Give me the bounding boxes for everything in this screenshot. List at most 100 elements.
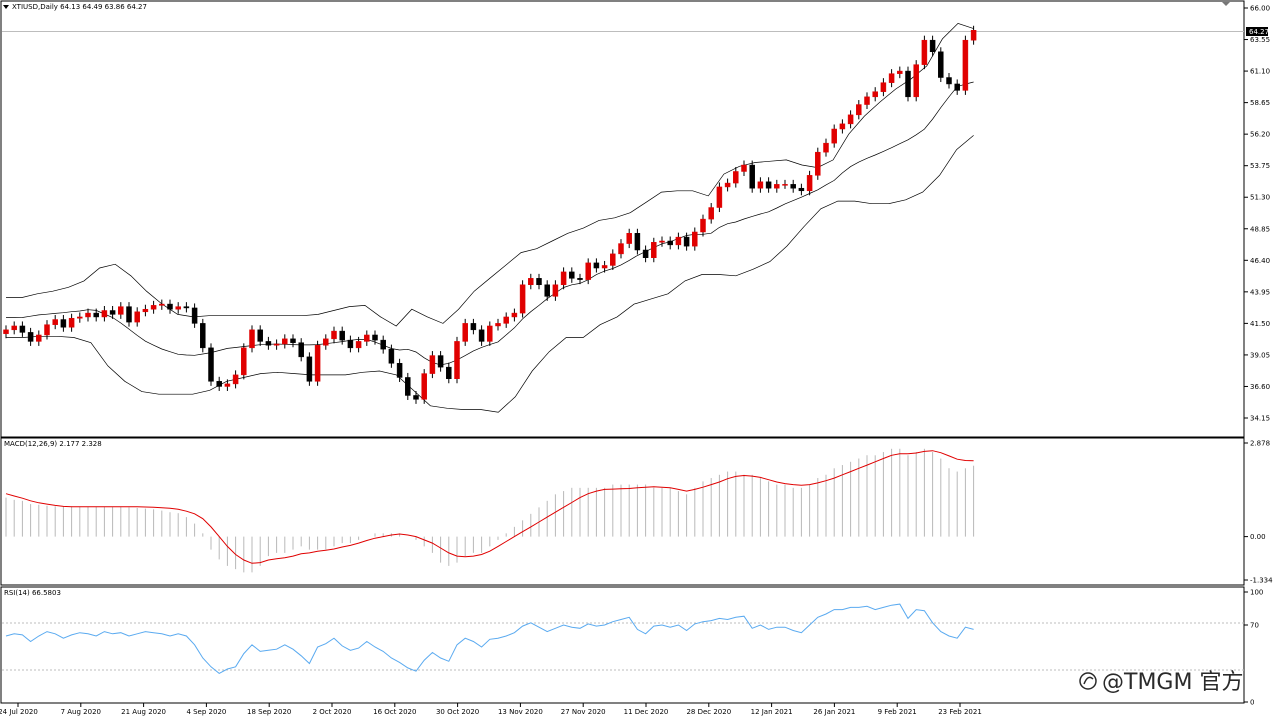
candle-up (700, 218, 706, 233)
candle-up (331, 330, 337, 340)
date-tick-label: 7 Aug 2020 (61, 708, 101, 716)
candle-up (118, 306, 124, 315)
candle-up (651, 242, 657, 258)
macd-tick-label: 0.00 (1250, 533, 1266, 541)
candle-down (413, 395, 419, 400)
candle-up (856, 104, 862, 116)
candle-down (938, 51, 944, 78)
candle-down (446, 366, 452, 379)
candle-up (692, 231, 698, 247)
candle-down (790, 184, 796, 189)
rsi-tick-label: 70 (1250, 622, 1259, 630)
candle-up (519, 284, 526, 314)
candle-up (355, 341, 362, 349)
candle-down (946, 77, 952, 85)
candle-down (167, 303, 173, 310)
panel-menu-icon[interactable] (3, 5, 9, 9)
candle-up (757, 181, 764, 189)
candle-up (314, 345, 321, 382)
candle-up (241, 347, 247, 376)
rsi-header: RSI(14) 66.5803 (4, 589, 61, 597)
candle-down (905, 70, 911, 98)
candle-down (298, 342, 304, 358)
price-tick-label: 36.60 (1250, 383, 1270, 391)
candle-up (560, 271, 567, 286)
candle-up (454, 341, 460, 379)
candle-up (134, 311, 140, 323)
date-tick-label: 24 Jul 2020 (0, 708, 38, 716)
candle-down (405, 377, 411, 396)
logo-circle (1079, 672, 1097, 690)
price-tick-label: 41.50 (1250, 320, 1270, 328)
candle-up (249, 329, 255, 349)
date-tick-label: 28 Dec 2020 (686, 708, 731, 716)
candle-up (839, 123, 846, 130)
price-tick-label: 61.10 (1250, 68, 1270, 76)
candle-up (733, 171, 739, 184)
candle-down (798, 187, 805, 192)
candle-down (667, 240, 673, 246)
price-tick-label: 58.65 (1250, 99, 1270, 107)
candle-up (610, 253, 616, 266)
candlesticks (3, 25, 977, 404)
date-tick-label: 9 Feb 2021 (878, 708, 917, 716)
candle-down (478, 329, 485, 342)
date-tick-label: 27 Nov 2020 (561, 708, 606, 716)
candle-down (388, 348, 395, 364)
logo-swoosh (1083, 676, 1094, 685)
candle-down (290, 338, 296, 343)
price-tick-label: 39.05 (1250, 351, 1270, 359)
date-tick-label: 11 Dec 2020 (624, 708, 669, 716)
candle-down (19, 325, 26, 333)
candle-up (159, 303, 165, 306)
candle-down (544, 284, 550, 297)
candle-up (585, 262, 591, 280)
candle-up (44, 324, 50, 336)
watermark-text: @TMGM 官方 (1102, 670, 1243, 695)
main-price-axis: 66.00 63.55 61.10 58.65 56.20 53.75 51.30 48.85… (1244, 5, 1270, 423)
candle-up (282, 338, 288, 345)
date-tick-label: 21 Aug 2020 (121, 708, 166, 716)
candle-up (708, 207, 714, 220)
candle-down (60, 319, 67, 328)
candle-up (3, 329, 9, 334)
main-axis-ticks: 66.00 63.55 61.10 58.65 56.20 53.75 51.30 48.85… (1244, 5, 1270, 423)
candle-down (183, 306, 190, 309)
rsi-panel-border (0, 586, 1245, 704)
price-tick-label: 34.15 (1250, 415, 1270, 423)
date-tick-label: 4 Sep 2020 (186, 708, 226, 716)
candle-up (675, 236, 682, 246)
candle-up (741, 164, 747, 172)
candle-down (569, 271, 575, 279)
candle-up (495, 323, 501, 327)
candle-up (815, 151, 821, 176)
candle-up (11, 325, 17, 331)
candle-down (577, 278, 583, 280)
candle-down (200, 323, 206, 349)
date-tick-label: 18 Sep 2020 (247, 708, 291, 716)
candle-down (593, 262, 600, 269)
candle-up (232, 374, 239, 385)
price-tick-label: 51.30 (1250, 194, 1270, 202)
date-tick-label: 26 Jan 2021 (813, 708, 855, 716)
candle-up (503, 316, 509, 324)
candle-up (626, 233, 632, 244)
candle-up (618, 243, 624, 255)
candle-up (429, 355, 436, 374)
rsi-line (5, 603, 974, 674)
candle-up (85, 312, 91, 318)
macd-tick-label: -1.334 (1250, 577, 1273, 585)
candle-up (601, 265, 608, 269)
candle-down (642, 249, 649, 258)
bollinger-lower (6, 135, 974, 413)
main-panel-border (0, 0, 1245, 438)
macd-axis-ticks: 2.878 0.00 -1.334 (1244, 440, 1273, 585)
scroll-marker-icon[interactable] (1222, 2, 1230, 6)
candle-up (528, 278, 534, 286)
candle-up (806, 175, 813, 192)
main-header: XTIUSD,Daily 64.13 64.49 63.86 64.27 (12, 3, 147, 11)
candle-up (150, 305, 157, 310)
macd-tick-label: 2.878 (1250, 440, 1270, 448)
